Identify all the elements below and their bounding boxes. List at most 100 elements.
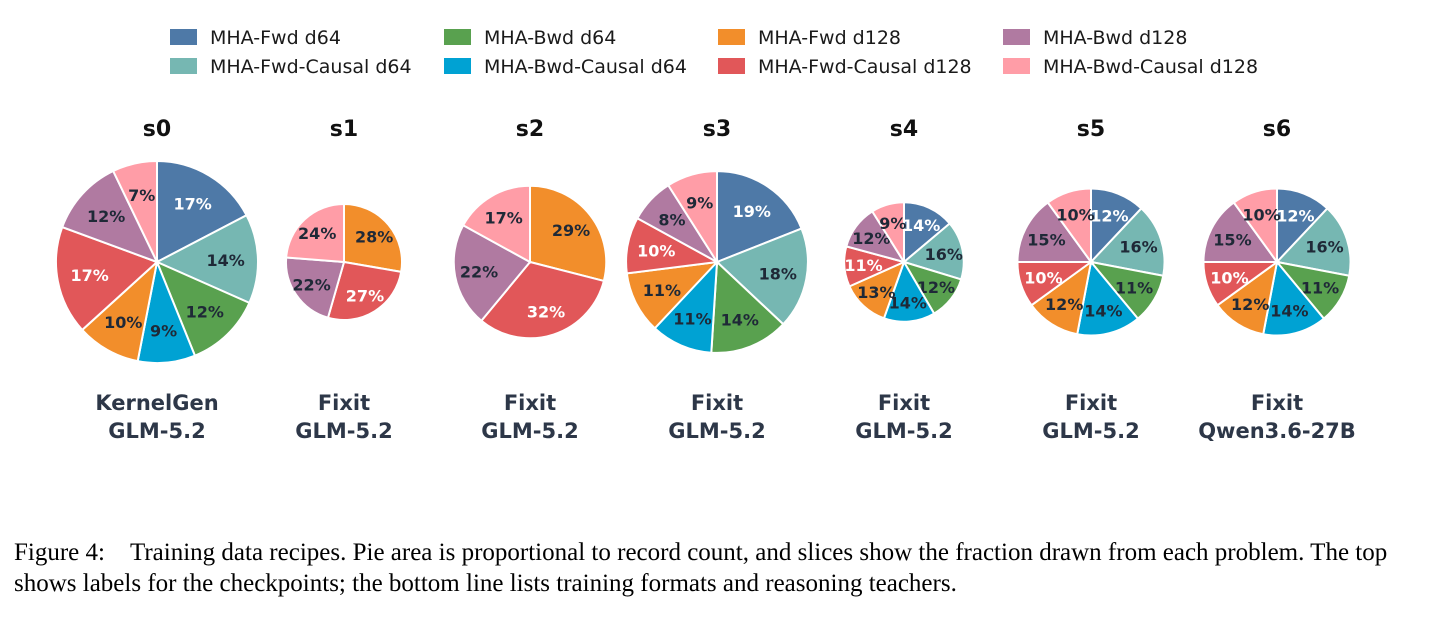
slice-percent-label: 10%	[1056, 205, 1094, 224]
slice-percent-label: 27%	[346, 286, 384, 305]
legend-swatch	[1003, 29, 1030, 45]
slice-percent-label: 9%	[879, 214, 906, 233]
legend-swatch	[170, 58, 197, 74]
slice-percent-label: 10%	[104, 313, 142, 332]
legend-entry: MHA-Bwd d64	[444, 27, 616, 49]
slice-percent-label: 11%	[1301, 278, 1339, 297]
pie-bottom-label: GLM-5.2	[295, 419, 392, 443]
pie-slice	[452, 223, 532, 323]
slice-percent-label: 12%	[1045, 295, 1083, 314]
pie-slice	[1046, 187, 1092, 266]
pie-s3: s3 19% 18% 14% 11% 11% 10% 8%9% Fixit GLM-5.2	[625, 117, 809, 443]
pie-slice	[285, 202, 345, 264]
slice-percent-label: 22%	[292, 275, 330, 294]
legend-entry: MHA-Fwd d64	[170, 27, 341, 49]
slice-percent-label: 12%	[87, 207, 125, 226]
slice-percent-label: 29%	[552, 221, 590, 240]
slice-percent-label: 15%	[1213, 230, 1251, 249]
legend-entry: MHA-Bwd-Causal d64	[444, 56, 687, 78]
legend-label: MHA-Fwd-Causal d64	[210, 56, 412, 78]
pie-slice	[882, 259, 936, 323]
pie-slice	[154, 213, 259, 305]
pie-chart-figure: MHA-Fwd d64 MHA-Fwd-Causal d64 MHA-Bwd d64…	[55, 27, 1356, 443]
slice-percent-label: 16%	[1305, 238, 1343, 257]
pie-bottom-label: GLM-5.2	[108, 419, 205, 443]
slice-percent-label: 14%	[1084, 301, 1122, 320]
pie-slice	[285, 256, 346, 319]
slice-percent-label: 14%	[721, 310, 759, 329]
pie-bottom-label: GLM-5.2	[668, 419, 765, 443]
pie-slice	[529, 184, 608, 283]
pie-slice	[1232, 187, 1278, 266]
slice-percent-label: 19%	[733, 202, 771, 221]
slice-percent-label: 7%	[128, 186, 155, 205]
slice-percent-label: 9%	[150, 321, 177, 340]
pie-slice	[1202, 201, 1279, 263]
pie-title: s5	[1077, 117, 1105, 142]
slice-percent-label: 16%	[925, 245, 963, 264]
slice-percent-label: 11%	[643, 281, 681, 300]
legend-entry: MHA-Bwd d128	[1003, 27, 1187, 49]
slice-percent-label: 12%	[852, 229, 890, 248]
slice-percent-label: 8%	[658, 211, 685, 230]
slice-percent-label: 17%	[173, 194, 211, 213]
figure-caption: Figure 4: Training data recipes. Pie are…	[14, 539, 1388, 597]
slice-percent-label: 28%	[355, 228, 393, 247]
pie-bottom-label: GLM-5.2	[481, 419, 578, 443]
legend-swatch	[444, 58, 471, 74]
legend-entry: MHA-Bwd-Causal d128	[1003, 56, 1258, 78]
slice-percent-label: 11%	[673, 310, 711, 329]
legend-label: MHA-Fwd d128	[758, 27, 901, 49]
pie-slice	[343, 202, 403, 274]
pie-bottom-label: Qwen3.6-27B	[1198, 419, 1356, 443]
pie-slice	[111, 159, 158, 263]
legend-label: MHA-Bwd d64	[484, 27, 616, 49]
pie-slice	[326, 260, 403, 321]
slice-percent-label: 14%	[1270, 301, 1308, 320]
pie-title: s2	[516, 117, 544, 142]
pie-slice	[156, 159, 248, 264]
legend-entry: MHA-Fwd-Causal d64	[170, 56, 412, 78]
slice-percent-label: 9%	[686, 194, 713, 213]
pie-slice	[1076, 259, 1140, 337]
pie-slice	[479, 260, 606, 340]
legend-swatch	[718, 29, 745, 45]
slice-percent-label: 10%	[637, 241, 675, 260]
pie-title: s1	[330, 117, 358, 142]
legend-swatch	[170, 29, 197, 45]
pie-slice	[1089, 206, 1166, 277]
legend: MHA-Fwd d64 MHA-Fwd-Causal d64 MHA-Bwd d64…	[170, 27, 1258, 78]
pie-slice	[1016, 201, 1093, 263]
slice-percent-label: 13%	[857, 283, 895, 302]
pie-slice	[1262, 259, 1326, 337]
pie-bottom-label: Fixit	[691, 391, 743, 415]
legend-swatch	[718, 58, 745, 74]
slice-percent-label: 32%	[527, 302, 565, 321]
legend-label: MHA-Bwd-Causal d128	[1043, 56, 1258, 78]
pie-slice	[715, 227, 809, 326]
pie-slice	[901, 222, 965, 281]
pie-slice	[870, 201, 905, 266]
pie-bottom-label: GLM-5.2	[1042, 419, 1139, 443]
slice-percent-label: 12%	[1276, 207, 1314, 226]
pie-bottom-label: Fixit	[318, 391, 370, 415]
slice-percent-label: 12%	[917, 278, 955, 297]
legend-entry: MHA-Fwd-Causal d128	[718, 56, 972, 78]
pie-title: s0	[143, 117, 171, 142]
pie-bottom-label: Fixit	[878, 391, 930, 415]
pie-slice	[710, 259, 785, 354]
pie-slice	[666, 170, 718, 266]
slice-percent-label: 11%	[844, 256, 882, 275]
pie-bottom-label: Fixit	[1065, 391, 1117, 415]
pie-bottom-label: Fixit	[1251, 391, 1303, 415]
pie-s6: s612%16%11%14%12%10%15%10%FixitQwen3.6-2…	[1198, 117, 1356, 443]
slice-percent-label: 10%	[1024, 268, 1062, 287]
pie-title: s3	[703, 117, 731, 142]
pie-slice	[716, 170, 803, 264]
pie-bottom-label: KernelGen	[95, 391, 218, 415]
pie-s2: s2 29% 32% 22% 17% Fixit GLM-5.2	[452, 117, 608, 443]
slice-percent-label: 22%	[460, 263, 498, 282]
